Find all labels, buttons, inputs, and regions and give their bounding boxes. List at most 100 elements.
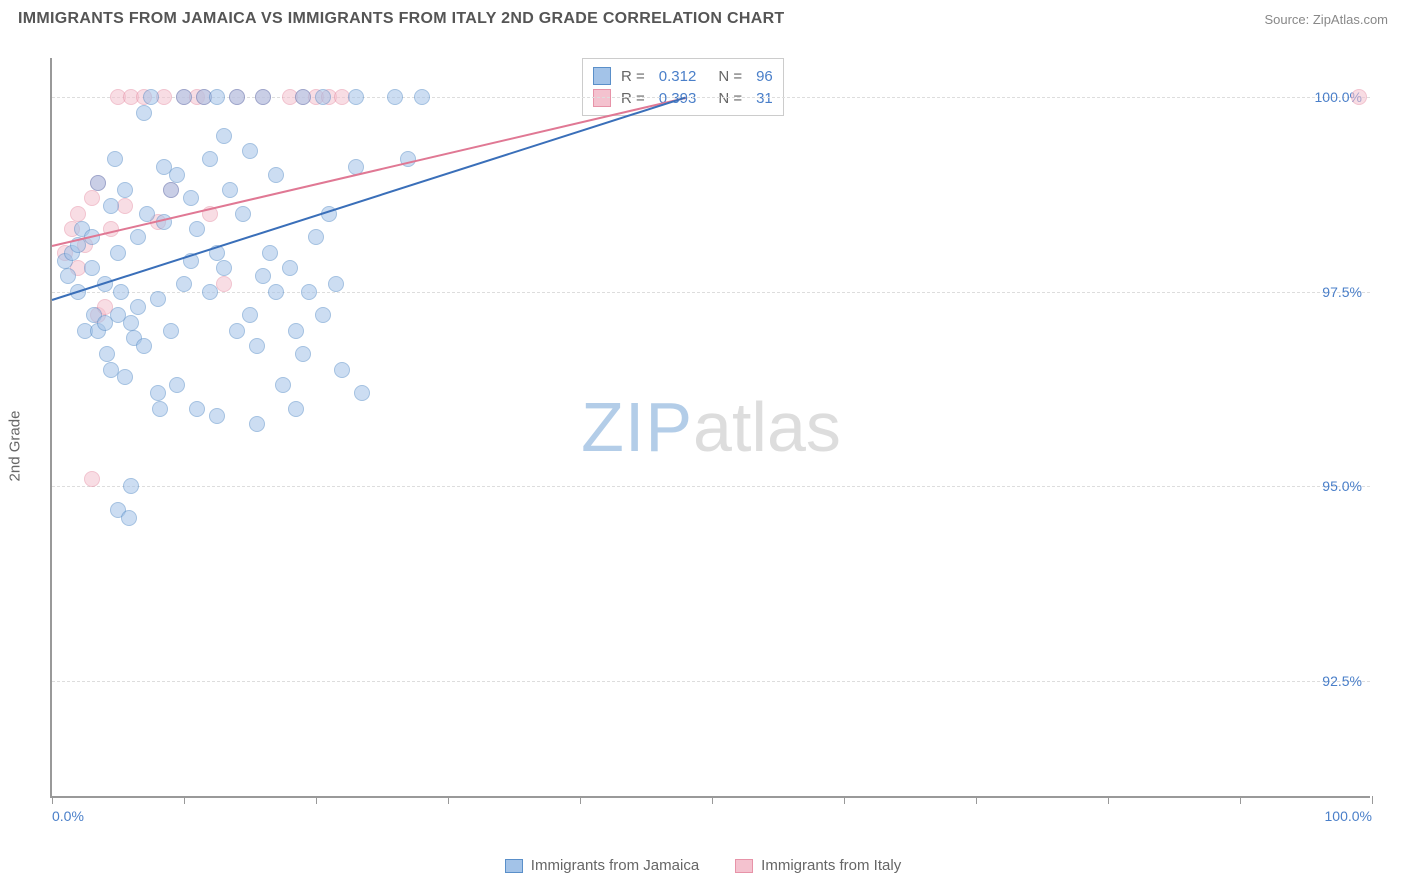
italy-point: [70, 206, 86, 222]
jamaica-point: [216, 260, 232, 276]
jamaica-point: [222, 182, 238, 198]
jamaica-point: [103, 198, 119, 214]
jamaica-n-value: 96: [756, 68, 773, 85]
jamaica-point: [275, 377, 291, 393]
jamaica-point: [136, 338, 152, 354]
jamaica-point: [295, 89, 311, 105]
bottom-legend: Immigrants from Jamaica Immigrants from …: [0, 857, 1406, 874]
jamaica-point: [235, 206, 251, 222]
jamaica-point: [288, 323, 304, 339]
x-tick: [1240, 796, 1241, 804]
jamaica-point: [328, 276, 344, 292]
jamaica-point: [242, 143, 258, 159]
jamaica-point: [123, 315, 139, 331]
x-tick: [844, 796, 845, 804]
jamaica-point: [150, 291, 166, 307]
jamaica-point: [209, 89, 225, 105]
r-label: R =: [621, 90, 645, 107]
x-tick: [1108, 796, 1109, 804]
jamaica-point: [249, 338, 265, 354]
y-axis-label: 2nd Grade: [7, 411, 24, 482]
jamaica-point: [139, 206, 155, 222]
n-label: N =: [718, 90, 742, 107]
x-tick: [184, 796, 185, 804]
italy-n-value: 31: [756, 90, 773, 107]
correlation-stats-box: R = 0.312 N = 96 R = 0.393 N = 31: [582, 58, 784, 116]
gridline: [52, 681, 1370, 682]
italy-legend-swatch-icon: [735, 859, 753, 873]
jamaica-point: [209, 408, 225, 424]
chart-header: IMMIGRANTS FROM JAMAICA VS IMMIGRANTS FR…: [18, 10, 1388, 28]
y-tick-label: 97.5%: [1322, 284, 1362, 300]
y-tick-label: 92.5%: [1322, 673, 1362, 689]
x-tick-label: 100.0%: [1325, 808, 1372, 824]
jamaica-point: [176, 276, 192, 292]
italy-point: [84, 190, 100, 206]
stats-row-jamaica: R = 0.312 N = 96: [593, 65, 773, 87]
jamaica-point: [288, 401, 304, 417]
jamaica-point: [268, 167, 284, 183]
italy-swatch-icon: [593, 89, 611, 107]
jamaica-point: [387, 89, 403, 105]
x-tick: [580, 796, 581, 804]
chart-title: IMMIGRANTS FROM JAMAICA VS IMMIGRANTS FR…: [18, 10, 785, 28]
gridline: [52, 292, 1370, 293]
x-tick: [52, 796, 53, 804]
jamaica-point: [163, 182, 179, 198]
jamaica-point: [282, 260, 298, 276]
jamaica-point: [414, 89, 430, 105]
gridline: [52, 97, 1370, 98]
jamaica-point: [84, 260, 100, 276]
jamaica-point: [255, 89, 271, 105]
jamaica-point: [348, 89, 364, 105]
jamaica-point: [229, 323, 245, 339]
x-tick: [448, 796, 449, 804]
italy-point: [1351, 89, 1367, 105]
jamaica-legend-label: Immigrants from Jamaica: [531, 857, 699, 874]
jamaica-point: [107, 151, 123, 167]
jamaica-point: [202, 151, 218, 167]
watermark: ZIPatlas: [581, 387, 841, 467]
jamaica-point: [315, 89, 331, 105]
scatter-plot-area: ZIPatlas R = 0.312 N = 96 R = 0.393 N = …: [50, 58, 1370, 798]
jamaica-point: [136, 105, 152, 121]
x-tick: [976, 796, 977, 804]
jamaica-point: [150, 385, 166, 401]
gridline: [52, 486, 1370, 487]
jamaica-point: [169, 167, 185, 183]
jamaica-point: [216, 128, 232, 144]
watermark-atlas: atlas: [693, 388, 841, 466]
x-tick-label: 0.0%: [52, 808, 84, 824]
italy-point: [84, 471, 100, 487]
jamaica-r-value: 0.312: [659, 68, 697, 85]
jamaica-point: [99, 346, 115, 362]
n-label: N =: [718, 68, 742, 85]
legend-item-italy: Immigrants from Italy: [735, 857, 901, 874]
jamaica-swatch-icon: [593, 67, 611, 85]
jamaica-trend-line: [52, 97, 686, 301]
jamaica-point: [229, 89, 245, 105]
jamaica-point: [90, 175, 106, 191]
r-label: R =: [621, 68, 645, 85]
jamaica-point: [143, 89, 159, 105]
jamaica-point: [242, 307, 258, 323]
jamaica-point: [110, 245, 126, 261]
legend-item-jamaica: Immigrants from Jamaica: [505, 857, 699, 874]
jamaica-point: [202, 284, 218, 300]
jamaica-point: [268, 284, 284, 300]
jamaica-point: [130, 229, 146, 245]
italy-legend-label: Immigrants from Italy: [761, 857, 901, 874]
jamaica-point: [315, 307, 331, 323]
watermark-zip: ZIP: [581, 388, 693, 466]
jamaica-point: [301, 284, 317, 300]
jamaica-point: [354, 385, 370, 401]
x-tick: [316, 796, 317, 804]
jamaica-point: [262, 245, 278, 261]
source-credit: Source: ZipAtlas.com: [1264, 12, 1388, 27]
jamaica-point: [255, 268, 271, 284]
jamaica-point: [169, 377, 185, 393]
jamaica-point: [121, 510, 137, 526]
x-tick: [712, 796, 713, 804]
jamaica-point: [152, 401, 168, 417]
jamaica-point: [334, 362, 350, 378]
